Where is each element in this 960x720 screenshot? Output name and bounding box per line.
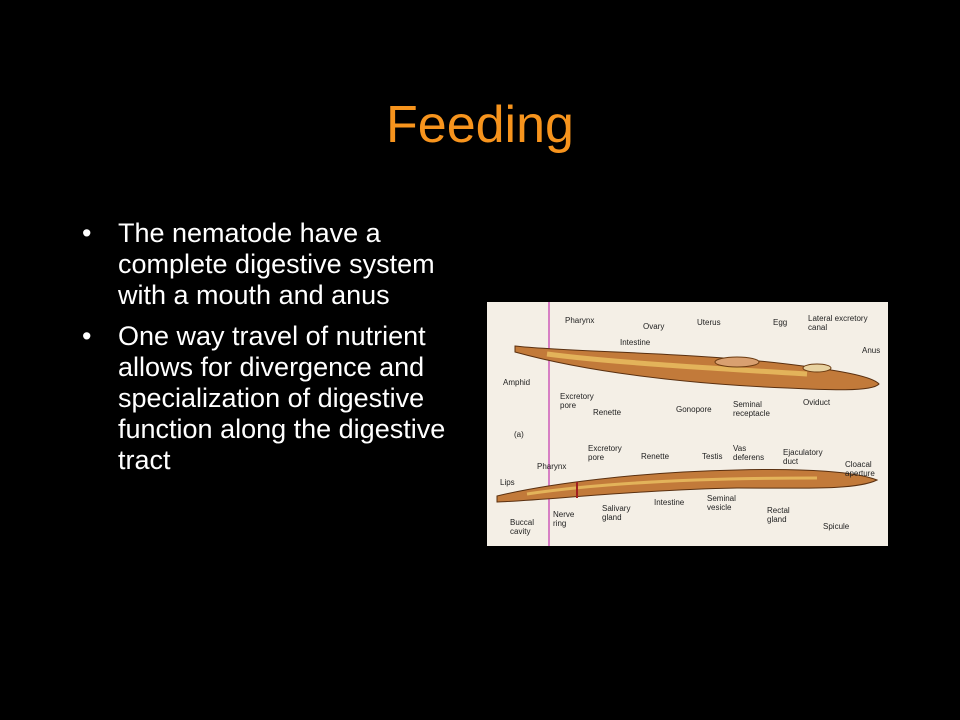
- diagram-label: Seminal receptacle: [733, 400, 770, 418]
- diagram-label: Anus: [862, 346, 881, 355]
- diagram-label: Oviduct: [803, 398, 831, 407]
- bullet: One way travel of nutrient allows for di…: [82, 321, 462, 476]
- diagram-label: Intestine: [654, 498, 685, 507]
- diagram-label: Pharynx: [565, 316, 595, 325]
- slide-title: Feeding: [386, 96, 574, 154]
- diagram-label: Amphid: [503, 378, 531, 387]
- diagram-label: Renette: [593, 408, 622, 417]
- diagram-label: Renette: [641, 452, 670, 461]
- bullet: The nematode have a complete digestive s…: [82, 218, 462, 311]
- diagram-label: Excretory pore: [560, 392, 594, 410]
- diagram-label: Testis: [702, 452, 723, 461]
- diagram-label: Buccal cavity: [510, 518, 535, 536]
- diagram-label: Ovary: [643, 322, 665, 331]
- diagram-label: (a): [514, 430, 524, 439]
- diagram-label: Egg: [773, 318, 788, 327]
- diagram-label: Seminal vesicle: [707, 494, 736, 512]
- diagram-label: Uterus: [697, 318, 721, 327]
- bullet-list: The nematode have a complete digestive s…: [82, 218, 462, 486]
- diagram-label: Cloacal aperture: [845, 460, 875, 478]
- diagram-label: Lips: [500, 478, 515, 487]
- diagram-label: Spicule: [823, 522, 850, 531]
- diagram-label: Excretory pore: [588, 444, 622, 462]
- diagram-label: Vas deferens: [733, 444, 765, 462]
- diagram-label: Intestine: [620, 338, 651, 347]
- diagram-label: Rectal gland: [767, 506, 790, 524]
- diagram-label: Salivary gland: [602, 504, 631, 522]
- diagram-label: Pharynx: [537, 462, 567, 471]
- diagram-label: Lateral excretory canal: [808, 314, 868, 332]
- nematode-diagram: Pharynx Ovary Uterus Egg Lateral excretory c…: [487, 302, 888, 546]
- diagram-drawing: [496, 302, 880, 546]
- diagram-label: Ejaculatory duct: [783, 448, 823, 466]
- diagram-label: Nerve ring: [553, 510, 575, 528]
- diagram-label: Gonopore: [676, 405, 712, 414]
